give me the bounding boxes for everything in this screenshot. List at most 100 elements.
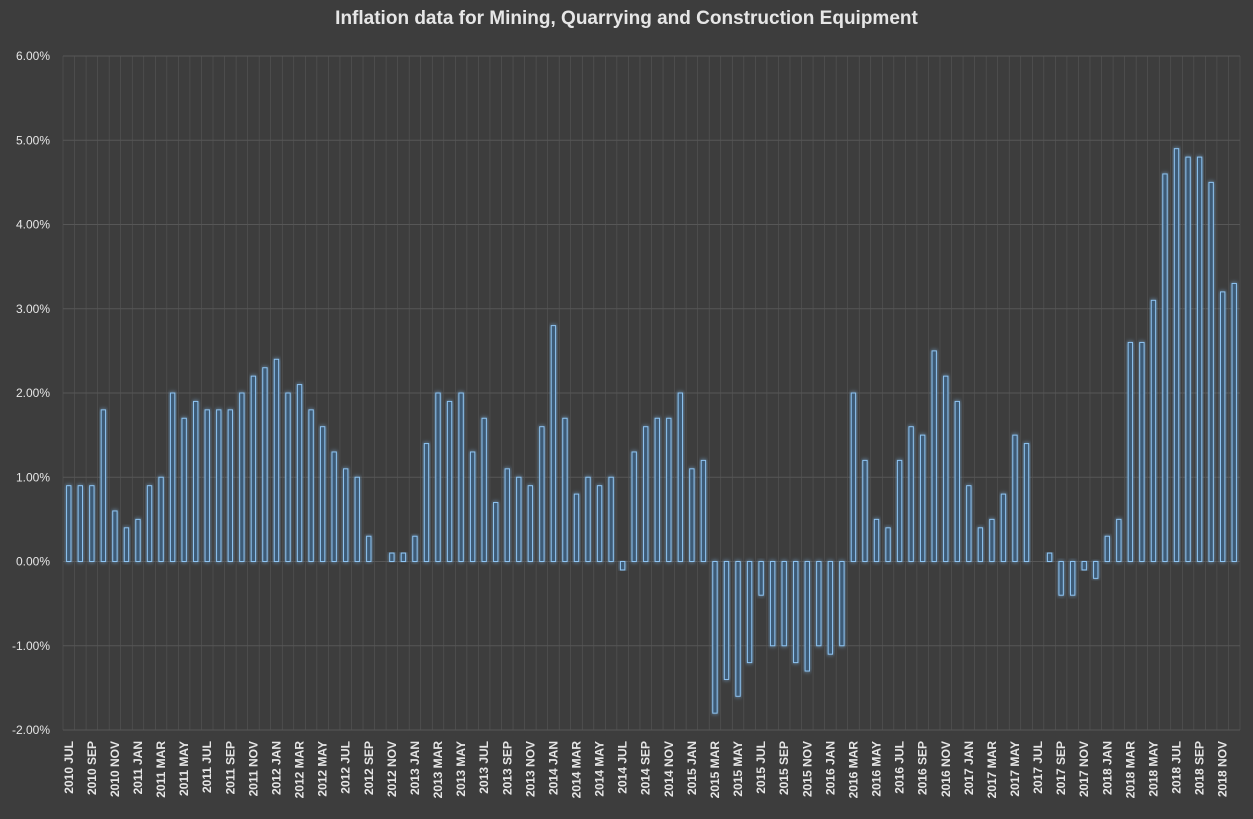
- bar: [400, 552, 407, 563]
- bar: [1000, 493, 1007, 563]
- bar: [1196, 156, 1203, 562]
- bar: [123, 527, 130, 562]
- bar: [562, 417, 568, 562]
- bar: [1139, 341, 1145, 563]
- x-tick-label: 2011 SEP: [223, 741, 237, 794]
- bar: [135, 518, 141, 563]
- x-tick-label: 2016 NOV: [939, 741, 953, 797]
- bar: [100, 409, 107, 562]
- x-tick-label: 2014 JAN: [546, 741, 560, 795]
- bar: [169, 392, 176, 562]
- bar: [412, 535, 418, 562]
- bar: [873, 518, 880, 563]
- bar: [227, 409, 234, 562]
- x-tick-label: 2013 SEP: [500, 741, 514, 795]
- x-tick-label: 2011 JUL: [200, 741, 214, 793]
- bar: [1058, 561, 1064, 596]
- bar: [943, 375, 949, 562]
- bar: [885, 527, 891, 562]
- x-tick-label: 2012 JAN: [269, 741, 283, 795]
- bar: [112, 510, 118, 563]
- bar: [816, 561, 822, 647]
- x-tick-label: 2014 JUL: [616, 741, 630, 794]
- x-tick-label: 2016 JAN: [823, 741, 837, 795]
- bar-series: [66, 148, 1237, 714]
- x-tick-label: 2018 NOV: [1216, 741, 1230, 797]
- x-tick-label: 2016 JUL: [893, 741, 907, 794]
- bar: [481, 417, 487, 562]
- bar: [273, 358, 280, 562]
- x-tick-label: 2017 MAY: [1008, 741, 1022, 797]
- bar: [827, 561, 834, 655]
- x-tick-label: 2018 MAR: [1123, 741, 1137, 799]
- bar: [573, 493, 580, 563]
- x-tick-label: 2014 MAY: [593, 741, 607, 797]
- x-tick-label: 2017 MAR: [985, 741, 999, 799]
- y-tick-label: -2.00%: [12, 723, 50, 737]
- bar: [619, 561, 626, 571]
- chart-title: Inflation data for Mining, Quarrying and…: [335, 8, 918, 29]
- bar: [319, 426, 326, 563]
- x-tick-label: 2018 MAY: [1146, 741, 1160, 797]
- y-tick-label: 2.00%: [16, 386, 50, 400]
- x-tick-label: 2011 MAY: [177, 741, 191, 796]
- x-tick-label: 2018 SEP: [1193, 741, 1207, 795]
- y-axis-tick-labels: -2.00% -1.00% 0.00% 1.00% 2.00% 3.00% 4.00% 5.0…: [12, 49, 50, 737]
- bar: [1208, 181, 1214, 563]
- bar: [608, 476, 614, 562]
- bar: [331, 451, 337, 562]
- x-tick-label: 2010 JUL: [62, 741, 76, 794]
- x-tick-label: 2013 MAR: [431, 741, 445, 799]
- bar: [839, 561, 845, 647]
- bar: [504, 468, 510, 563]
- bar: [689, 468, 695, 563]
- y-tick-label: 5.00%: [16, 133, 50, 147]
- bar: [850, 392, 857, 562]
- bar: [1081, 561, 1087, 571]
- x-tick-label: 2013 JAN: [408, 741, 422, 795]
- bar: [204, 409, 210, 562]
- x-tick-label: 2012 MAR: [293, 741, 307, 799]
- bar: [1116, 518, 1122, 563]
- bar: [146, 485, 153, 562]
- bar: [469, 451, 476, 562]
- x-tick-label: 2017 SEP: [1054, 741, 1068, 795]
- x-tick-label: 2018 JAN: [1100, 741, 1114, 795]
- bar: [700, 459, 707, 562]
- bar: [458, 392, 464, 562]
- bar: [423, 443, 430, 562]
- x-tick-label: 2012 SEP: [362, 741, 376, 795]
- bar: [158, 476, 164, 562]
- bar: [343, 468, 349, 563]
- x-tick-label: 2018 JUL: [1170, 741, 1184, 794]
- bar: [539, 426, 545, 563]
- bar: [631, 451, 637, 562]
- x-tick-label: 2017 JUL: [1031, 741, 1045, 794]
- x-tick-label: 2011 MAR: [154, 741, 168, 798]
- bar: [723, 561, 730, 680]
- bar: [954, 400, 960, 562]
- bar: [666, 417, 672, 562]
- x-tick-label: 2012 MAY: [316, 741, 330, 797]
- bar: [250, 375, 257, 562]
- x-tick-label: 2012 JUL: [339, 741, 353, 794]
- bar: [931, 350, 937, 563]
- x-tick-label: 2010 NOV: [108, 741, 122, 797]
- vertical-gridlines: [62, 56, 1241, 730]
- bar: [966, 485, 972, 562]
- bar: [654, 417, 660, 562]
- bar: [193, 400, 199, 562]
- bar: [239, 392, 245, 562]
- bar: [285, 392, 291, 562]
- bar: [1162, 173, 1168, 562]
- bar: [516, 476, 522, 562]
- bar: [596, 485, 603, 562]
- bar: [308, 409, 314, 562]
- x-tick-label: 2017 NOV: [1077, 741, 1091, 797]
- bar: [1046, 552, 1053, 563]
- bar: [66, 485, 72, 562]
- bar: [181, 417, 187, 562]
- bar: [677, 392, 684, 562]
- bar: [804, 561, 810, 672]
- bar: [758, 561, 764, 596]
